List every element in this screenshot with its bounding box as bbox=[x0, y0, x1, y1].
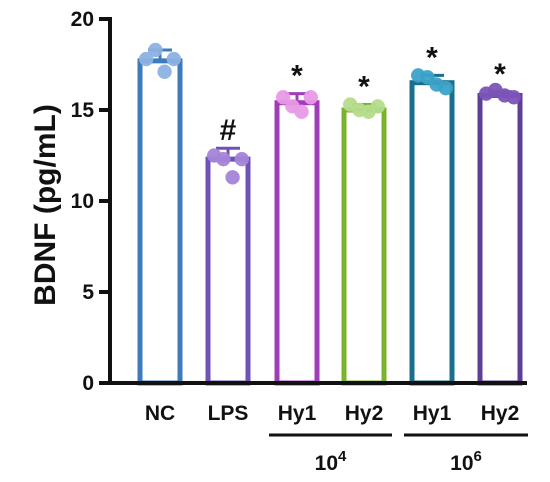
data-point bbox=[225, 170, 240, 185]
labels-layer: NC # LPS * Hy1 * Hy2 * Hy1 * Hy2 104 106 bbox=[145, 41, 528, 475]
data-point bbox=[138, 51, 154, 67]
y-tick-label: 10 bbox=[71, 190, 94, 213]
data-point bbox=[438, 80, 454, 96]
data-point bbox=[294, 104, 309, 120]
bars-layer bbox=[137, 42, 523, 386]
group-label-1: 104 bbox=[315, 448, 347, 475]
significance-star: * bbox=[291, 60, 303, 93]
x-tick-label: LPS bbox=[208, 402, 249, 425]
data-point bbox=[370, 99, 386, 114]
data-point bbox=[148, 42, 163, 58]
bar-6 bbox=[477, 92, 523, 386]
data-point bbox=[157, 64, 172, 80]
x-tick-label: Hy2 bbox=[481, 402, 520, 425]
y-axis: 0 5 10 15 20 bbox=[71, 8, 527, 395]
bar-1 bbox=[137, 58, 183, 386]
bar-4 bbox=[341, 107, 387, 386]
significance-star: * bbox=[358, 71, 370, 104]
x-tick-label: Hy1 bbox=[278, 402, 317, 425]
bar-5 bbox=[409, 80, 455, 386]
data-point bbox=[506, 90, 522, 105]
y-tick-label: 20 bbox=[71, 8, 94, 31]
significance-star: * bbox=[426, 41, 438, 74]
y-axis-label: BDNF (pg/mL) bbox=[29, 104, 62, 306]
x-tick-label: NC bbox=[145, 402, 175, 425]
significance-hash: # bbox=[220, 114, 237, 147]
bar-2 bbox=[205, 156, 251, 386]
y-tick-label: 0 bbox=[82, 372, 94, 395]
x-tick-label: Hy1 bbox=[413, 402, 452, 425]
group-label-2: 106 bbox=[450, 448, 482, 475]
data-point bbox=[166, 51, 182, 67]
y-tick-label: 15 bbox=[71, 99, 95, 122]
bar-3 bbox=[274, 100, 320, 386]
data-point bbox=[216, 151, 231, 167]
data-point bbox=[303, 90, 319, 105]
significance-star: * bbox=[494, 58, 506, 91]
y-tick-label: 5 bbox=[82, 281, 94, 304]
data-point bbox=[234, 151, 250, 167]
x-tick-label: Hy2 bbox=[345, 402, 384, 425]
data-point bbox=[275, 90, 291, 105]
